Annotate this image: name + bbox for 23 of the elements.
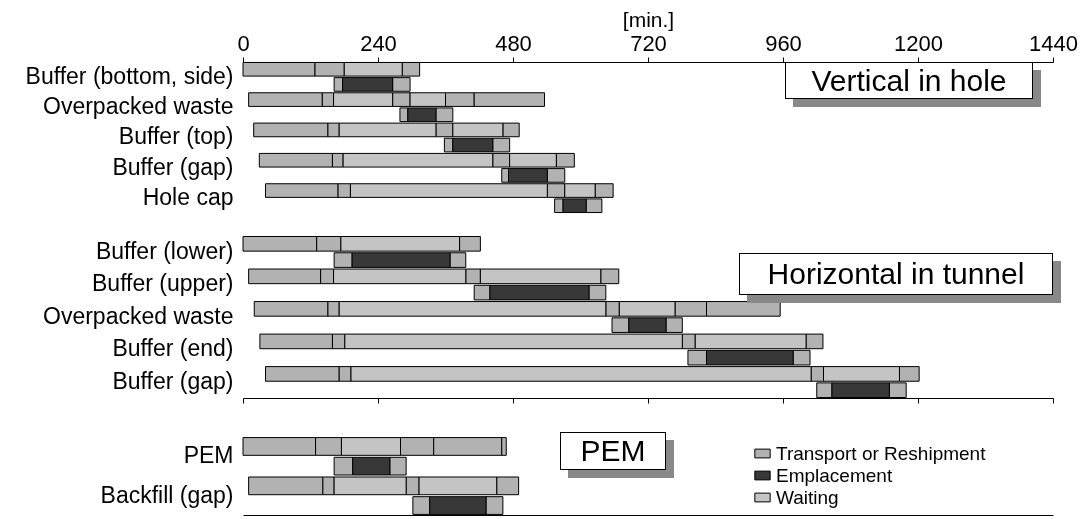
y-tick-label: PEM [183,442,234,469]
y-tick-label: Hole cap [142,184,234,211]
x-axis-title: [min.] [622,7,675,31]
y-tick-label: Buffer (end) [112,335,234,362]
y-tick-label: Overpacked waste [43,302,234,329]
y-tick-label: Buffer (upper) [92,270,234,297]
x-tick-label: 1200 [894,30,943,56]
y-tick-label: Overpacked waste [43,93,234,120]
x-tick-label: 0 [237,30,250,56]
legend-label: Emplacement [776,464,893,486]
y-tick-label: Buffer (lower) [95,237,234,264]
x-tick-label: 720 [630,30,667,56]
x-tick-label: 240 [360,30,397,56]
y-tick-label: Buffer (gap) [112,153,234,180]
y-tick-label: Backfill (gap) [100,481,234,508]
x-tick-label: 1440 [1029,30,1078,56]
y-tick-label: Buffer (gap) [112,368,234,395]
legend-label: Transport or Reshipment [776,442,987,464]
y-tick-label: Buffer (top) [118,123,234,150]
y-tick-label: Buffer (bottom, side) [25,62,234,89]
x-tick-label: 480 [495,30,532,56]
x-tick-label: 960 [765,30,802,56]
legend-label: Waiting [776,486,839,508]
